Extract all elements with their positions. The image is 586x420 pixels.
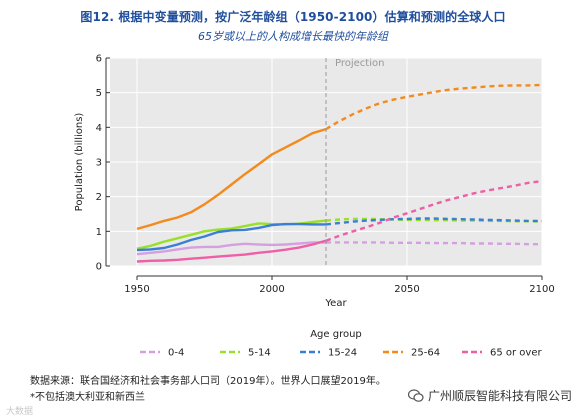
series-line-0-4-estimate: [136, 241, 326, 256]
series-line-25-64-projection: [325, 83, 543, 131]
chart-title: 图12. 根据中变量预测，按广泛年龄组（1950-2100）估算和预测的全球人口: [80, 10, 506, 24]
legend-label: 65 or over: [490, 348, 543, 359]
series-line-25-64-estimate: [136, 127, 327, 231]
watermark: 大数据: [6, 407, 34, 417]
legend: 0-4 5-14 15-24 25-64 65 or over: [140, 348, 543, 359]
series-line-65-or-over-estimate: [136, 239, 327, 263]
x-tick-label: 1950: [124, 284, 149, 295]
company-name: 广州顺辰智能科技有限公司: [427, 389, 572, 403]
x-tick-label: 2000: [259, 284, 284, 295]
legend-label: 25-64: [411, 348, 440, 359]
wechat-icon: [407, 388, 424, 402]
company-credit: 广州顺辰智能科技有限公司: [407, 387, 572, 404]
series-layer: [136, 83, 543, 263]
footnote: *不包括澳大利亚和新西兰: [30, 392, 145, 403]
y-tick-label: 0: [96, 262, 102, 273]
y-tick-label: 1: [96, 227, 102, 238]
projection-label: Projection: [335, 58, 384, 69]
legend-title: Age group: [310, 329, 362, 340]
y-tick-label: 5: [96, 88, 102, 99]
y-tick-label: 4: [96, 123, 102, 134]
x-axis-label: Year: [324, 298, 347, 309]
y-axis-label: Population (billions): [74, 113, 85, 212]
x-tick-label: 2100: [529, 284, 554, 295]
series-line-15-24-estimate: [136, 222, 326, 252]
source-note: 数据来源：联合国经济和社会事务部人口司（2019年）。世界人口展望2019年。: [30, 376, 386, 387]
legend-label: 5-14: [248, 348, 271, 359]
legend-label: 15-24: [328, 348, 357, 359]
y-tick-label: 3: [96, 158, 102, 169]
chart-subtitle: 65岁或以上的人构成增长最快的年龄组: [198, 30, 388, 43]
x-tick-label: 2050: [394, 284, 419, 295]
series-line-65-or-over-projection: [325, 179, 543, 242]
series-line-0-4-projection: [326, 241, 542, 246]
y-tick-label: 6: [96, 54, 102, 65]
y-tick-label: 2: [96, 192, 102, 203]
axes: 0 1 2 3 4 5 6 1950 2000 2050 2100: [96, 54, 555, 296]
series-line-15-24-projection: [325, 217, 542, 226]
legend-label: 0-4: [168, 348, 184, 359]
